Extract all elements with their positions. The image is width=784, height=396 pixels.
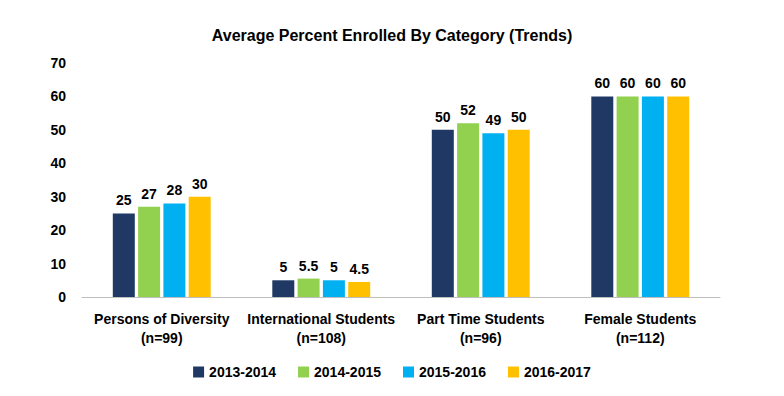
svg-text:Female Students: Female Students (584, 311, 696, 327)
svg-text:60: 60 (50, 88, 66, 104)
svg-text:27: 27 (141, 186, 157, 202)
svg-text:Part Time Students: Part Time Students (417, 311, 545, 327)
svg-text:70: 70 (50, 55, 66, 71)
svg-text:4.5: 4.5 (349, 261, 369, 277)
svg-text:40: 40 (50, 155, 66, 171)
svg-text:0: 0 (58, 289, 66, 305)
svg-text:60: 60 (670, 75, 686, 91)
svg-text:(n=108): (n=108) (297, 330, 346, 346)
svg-text:5: 5 (279, 259, 287, 275)
svg-text:30: 30 (50, 189, 66, 205)
svg-text:10: 10 (50, 256, 66, 272)
svg-text:International Students: International Students (247, 311, 395, 327)
svg-text:5: 5 (330, 259, 338, 275)
svg-text:60: 60 (645, 75, 661, 91)
svg-text:30: 30 (192, 176, 208, 192)
svg-text:50: 50 (511, 109, 527, 125)
svg-text:50: 50 (50, 122, 66, 138)
svg-text:2014-2015: 2014-2015 (314, 364, 381, 380)
svg-text:20: 20 (50, 222, 66, 238)
svg-text:50: 50 (435, 109, 451, 125)
svg-text:(n=112): (n=112) (616, 330, 665, 346)
svg-text:5.5: 5.5 (299, 258, 319, 274)
svg-text:28: 28 (167, 182, 183, 198)
svg-text:52: 52 (460, 102, 476, 118)
svg-text:2016-2017: 2016-2017 (524, 364, 591, 380)
svg-text:(n=99): (n=99) (141, 330, 183, 346)
svg-text:Average Percent Enrolled By Ca: Average Percent Enrolled By Category (Tr… (212, 27, 572, 44)
svg-text:25: 25 (116, 192, 132, 208)
svg-text:Persons of Diversity: Persons of Diversity (94, 311, 230, 327)
svg-text:49: 49 (486, 112, 502, 128)
svg-text:2015-2016: 2015-2016 (419, 364, 486, 380)
svg-text:60: 60 (620, 75, 636, 91)
svg-text:(n=96): (n=96) (460, 330, 502, 346)
svg-text:60: 60 (595, 75, 611, 91)
svg-text:2013-2014: 2013-2014 (209, 364, 276, 380)
